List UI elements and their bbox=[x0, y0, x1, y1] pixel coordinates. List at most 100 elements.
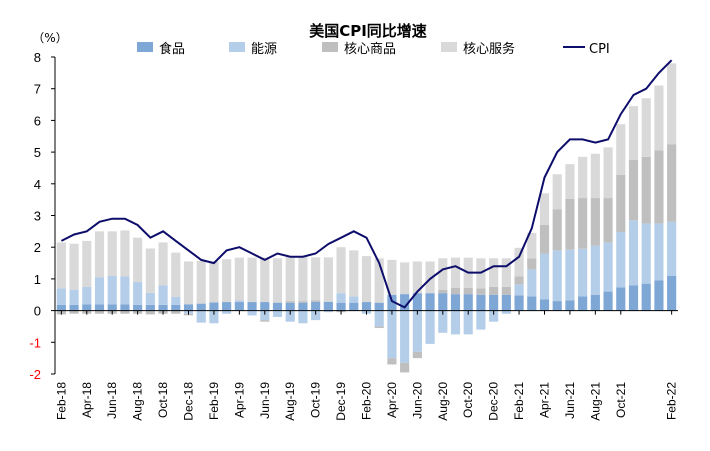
legend-label-能源: 能源 bbox=[251, 42, 277, 57]
bar-食品 bbox=[387, 294, 397, 311]
legend: 食品 能源 核心商品 核心服务 CPI bbox=[137, 41, 610, 57]
bar-食品 bbox=[171, 304, 181, 311]
legend-swatch-食品 bbox=[137, 42, 153, 52]
bar-食品 bbox=[476, 294, 486, 311]
cpi-line-series bbox=[60, 59, 673, 309]
legend-swatch-能源 bbox=[229, 42, 245, 52]
bar-核心服务 bbox=[272, 258, 283, 303]
x-tick-label: Oct-21 bbox=[614, 382, 628, 418]
bar-核心服务 bbox=[603, 147, 613, 199]
x-tick-label: Jun-18 bbox=[105, 382, 119, 419]
bar-能源 bbox=[120, 276, 130, 305]
bar-核心服务 bbox=[374, 258, 384, 303]
x-tick-label: Aug-21 bbox=[588, 382, 602, 421]
bar-食品 bbox=[438, 293, 448, 311]
bar-能源 bbox=[400, 310, 410, 363]
bar-核心服务 bbox=[196, 260, 206, 304]
bar-核心服务 bbox=[94, 231, 105, 278]
x-tick-label: Dec-18 bbox=[182, 382, 196, 421]
bar-食品 bbox=[196, 303, 206, 311]
bar-食品 bbox=[272, 302, 283, 311]
x-tick-label: Aug-20 bbox=[436, 382, 450, 421]
x-tick-label: Oct-18 bbox=[156, 382, 170, 418]
bar-核心商品 bbox=[260, 320, 270, 322]
bar-食品 bbox=[222, 302, 232, 311]
bar-能源 bbox=[171, 296, 181, 305]
y-tick-label: 3 bbox=[34, 209, 41, 224]
line-CPI bbox=[60, 59, 673, 309]
bar-核心服务 bbox=[438, 258, 448, 290]
y-axis-ticks: -2 -1 0 1 2 3 4 5 6 7 8 bbox=[29, 50, 55, 382]
y-tick-label: 4 bbox=[34, 177, 41, 192]
bar-核心商品 bbox=[667, 144, 677, 222]
bar-核心服务 bbox=[361, 256, 372, 303]
bar-核心商品 bbox=[527, 258, 537, 270]
x-tick-label: Feb-19 bbox=[207, 382, 221, 420]
bar-核心服务 bbox=[82, 240, 92, 287]
bar-核心服务 bbox=[56, 242, 66, 289]
bar-食品 bbox=[56, 304, 66, 311]
x-tick-label: Apr-20 bbox=[385, 382, 399, 418]
bar-核心服务 bbox=[311, 257, 321, 301]
x-tick-label: Jun-21 bbox=[563, 382, 577, 419]
bar-核心商品 bbox=[565, 199, 575, 250]
bar-核心商品 bbox=[94, 310, 105, 314]
bar-核心商品 bbox=[463, 287, 473, 295]
bar-核心服务 bbox=[616, 124, 626, 175]
x-tick-label: Feb-18 bbox=[54, 382, 68, 420]
bar-能源 bbox=[209, 310, 219, 324]
bar-能源 bbox=[349, 296, 359, 303]
y-tick-label: 0 bbox=[34, 304, 41, 319]
bar-核心服务 bbox=[565, 164, 575, 200]
bar-核心服务 bbox=[158, 242, 168, 286]
bar-能源 bbox=[565, 249, 575, 301]
bar-核心服务 bbox=[641, 98, 651, 157]
bar-核心服务 bbox=[247, 257, 257, 303]
bar-核心商品 bbox=[311, 300, 321, 302]
x-tick-label: Dec-19 bbox=[334, 382, 348, 421]
bar-核心商品 bbox=[628, 160, 639, 221]
bar-能源 bbox=[285, 310, 295, 322]
bar-食品 bbox=[145, 304, 155, 311]
bar-核心服务 bbox=[425, 261, 435, 294]
bar-能源 bbox=[336, 293, 346, 303]
x-axis-ticks: Feb-18 Apr-18 Jun-18 Aug-18 Oct-18 Dec-18 Feb-… bbox=[54, 310, 679, 421]
bar-食品 bbox=[463, 294, 473, 311]
x-tick-label: Oct-19 bbox=[309, 382, 323, 418]
bar-食品 bbox=[374, 302, 384, 311]
bar-核心商品 bbox=[374, 326, 384, 329]
bar-能源 bbox=[641, 223, 651, 284]
legend-swatch-核心服务 bbox=[441, 42, 457, 52]
bar-能源 bbox=[552, 250, 562, 302]
bar-食品 bbox=[565, 300, 575, 311]
bar-能源 bbox=[82, 286, 92, 305]
bar-能源 bbox=[133, 282, 143, 305]
x-tick-label: Feb-20 bbox=[360, 382, 374, 420]
bar-食品 bbox=[82, 304, 92, 311]
y-tick-label: 2 bbox=[34, 240, 41, 255]
x-tick-label: Apr-19 bbox=[232, 382, 246, 418]
bar-核心商品 bbox=[616, 174, 626, 232]
bar-核心商品 bbox=[641, 156, 651, 224]
legend-label-CPI: CPI bbox=[589, 42, 610, 57]
bar-食品 bbox=[514, 295, 524, 311]
bar-能源 bbox=[616, 231, 626, 288]
y-tick-label: 7 bbox=[34, 82, 41, 97]
bar-食品 bbox=[94, 304, 105, 311]
bar-核心服务 bbox=[412, 261, 422, 294]
bar-食品 bbox=[489, 294, 499, 311]
bar-食品 bbox=[590, 294, 600, 311]
bar-核心服务 bbox=[260, 257, 270, 303]
bar-能源 bbox=[247, 310, 257, 316]
x-tick-label: Dec-20 bbox=[487, 382, 501, 421]
bar-核心商品 bbox=[285, 301, 295, 303]
bar-核心商品 bbox=[539, 225, 550, 254]
x-tick-label: Aug-18 bbox=[131, 382, 145, 421]
x-tick-label: Feb-22 bbox=[665, 382, 679, 420]
bar-食品 bbox=[603, 291, 613, 311]
bar-核心商品 bbox=[387, 358, 397, 365]
bar-食品 bbox=[654, 280, 664, 311]
bar-核心服务 bbox=[654, 85, 664, 151]
bar-能源 bbox=[69, 289, 79, 305]
bar-核心服务 bbox=[171, 252, 181, 297]
